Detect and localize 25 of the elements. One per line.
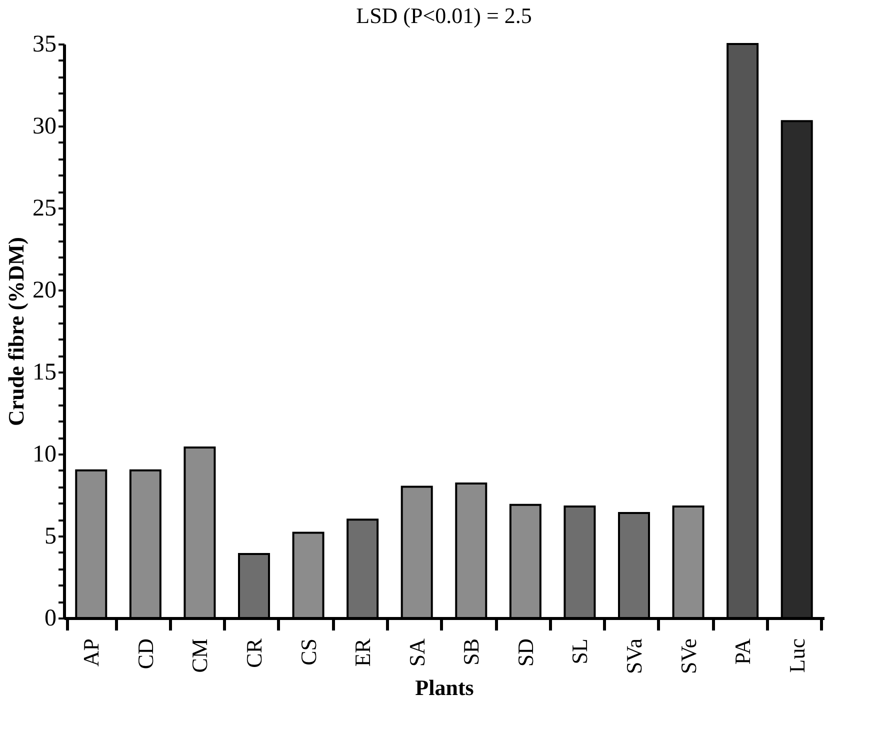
x-tick-label: CD [132, 638, 158, 670]
x-tick-label: PA [730, 638, 756, 665]
x-tick-label: SVa [622, 638, 646, 674]
x-tick-label: CR [242, 638, 266, 668]
chart-title: LSD (P<0.01) = 2.5 [356, 3, 532, 28]
x-axis-title: Plants [415, 674, 474, 700]
y-tick-label: 20 [32, 278, 56, 304]
y-tick-label: 10 [32, 442, 56, 468]
x-tick-label: SVe [676, 638, 701, 674]
x-tick-label: ER [350, 638, 376, 667]
y-tick-label: 15 [32, 360, 56, 386]
x-tick-label: SB [458, 638, 484, 666]
x-tick-label: CS [296, 638, 321, 666]
y-axis-title: Crude fibre (%DM) [4, 237, 28, 426]
y-tick-label: 5 [44, 524, 56, 550]
y-tick-label: 30 [32, 114, 56, 140]
x-tick-label: Luc [784, 638, 810, 673]
x-tick-label: AP [78, 638, 104, 667]
y-tick-label: 35 [32, 32, 56, 58]
y-tick-label: 0 [44, 606, 56, 632]
x-tick-label: SL [567, 638, 592, 664]
x-tick-label: SA [404, 638, 430, 667]
x-tick-label: CM [187, 638, 212, 673]
x-tick-label: SD [512, 638, 538, 667]
y-tick-label: 25 [32, 196, 56, 222]
